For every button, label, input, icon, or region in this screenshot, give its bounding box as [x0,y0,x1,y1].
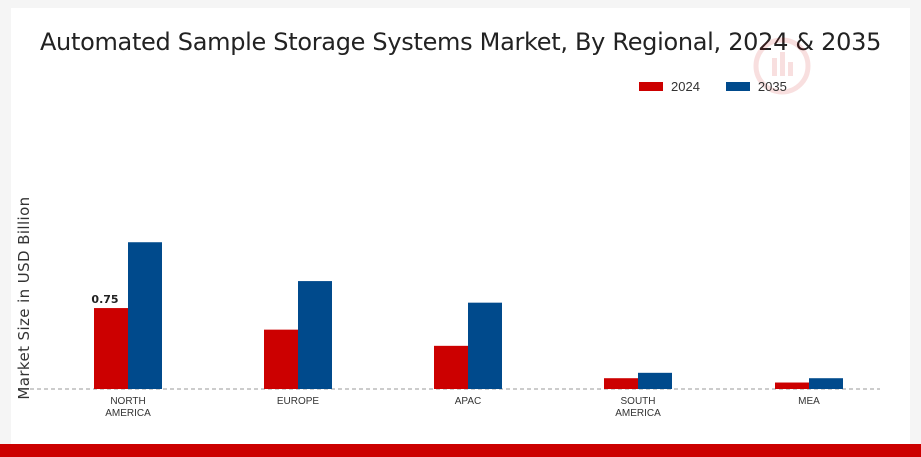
bar-2024-0 [94,308,128,389]
x-tick-label-4: MEA [798,396,820,407]
x-tick-label-0: NORTH AMERICA [105,396,151,419]
bar-2035-0 [128,242,162,389]
bar-2035-1 [298,281,332,389]
bar-2024-1 [264,329,298,389]
legend-label-2024: 2024 [671,79,700,94]
bar-2035-2 [468,302,502,389]
chart-title: Automated Sample Storage Systems Market,… [39,28,882,56]
bar-2024-2 [434,345,468,389]
bar-2035-4 [809,378,843,389]
legend-item-2024: 2024 [639,79,700,94]
legend-swatch-2024 [639,82,663,91]
bar-2024-4 [775,382,809,389]
bar-2035-3 [638,372,672,389]
watermark-logo-icon [753,37,811,95]
legend-swatch-2035 [725,82,750,91]
legend-label-2035: 2035 [757,79,787,94]
bar-2024-3 [604,378,638,389]
x-tick-label-3: SOUTH AMERICA [615,396,661,419]
legend: 2024 2035 [639,79,805,94]
bottom-accent-bar [0,444,921,457]
x-tick-label-1: EUROPE [277,396,320,407]
x-tick-label-2: APAC [455,396,482,407]
legend-item-2035: 2035 [725,79,787,94]
data-label-0: 0.75 [91,293,118,306]
